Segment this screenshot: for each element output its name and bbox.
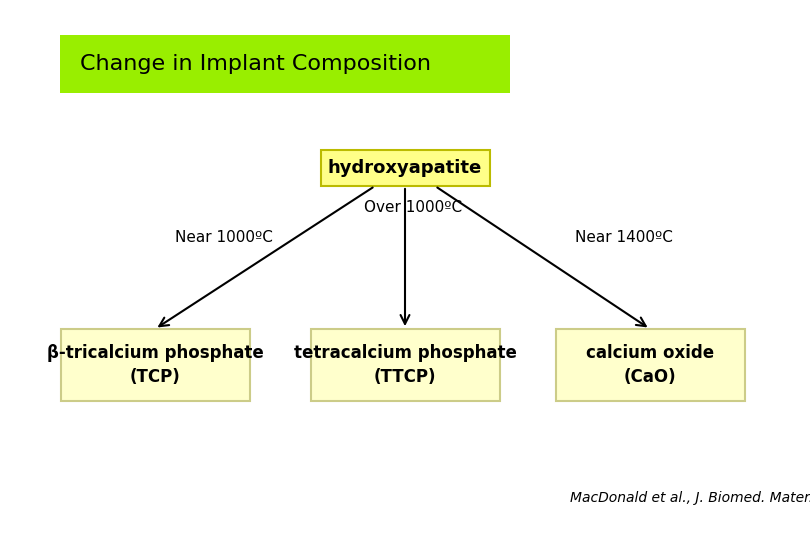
Text: Change in Implant Composition: Change in Implant Composition — [80, 54, 431, 74]
Text: Over 1000ºC: Over 1000ºC — [364, 200, 462, 215]
FancyBboxPatch shape — [321, 150, 489, 186]
FancyBboxPatch shape — [60, 35, 510, 93]
Text: β-tricalcium phosphate
(TCP): β-tricalcium phosphate (TCP) — [47, 343, 263, 387]
FancyBboxPatch shape — [310, 329, 500, 401]
Text: tetracalcium phosphate
(TTCP): tetracalcium phosphate (TTCP) — [293, 343, 517, 387]
Text: Near 1000ºC: Near 1000ºC — [175, 231, 273, 246]
Text: hydroxyapatite: hydroxyapatite — [328, 159, 482, 177]
Text: Near 1400ºC: Near 1400ºC — [575, 231, 673, 246]
Text: MacDonald et al., J. Biomed. Mater. Res. 2001: MacDonald et al., J. Biomed. Mater. Res.… — [570, 491, 810, 505]
FancyBboxPatch shape — [556, 329, 744, 401]
FancyBboxPatch shape — [61, 329, 249, 401]
Text: calcium oxide
(CaO): calcium oxide (CaO) — [586, 343, 714, 387]
